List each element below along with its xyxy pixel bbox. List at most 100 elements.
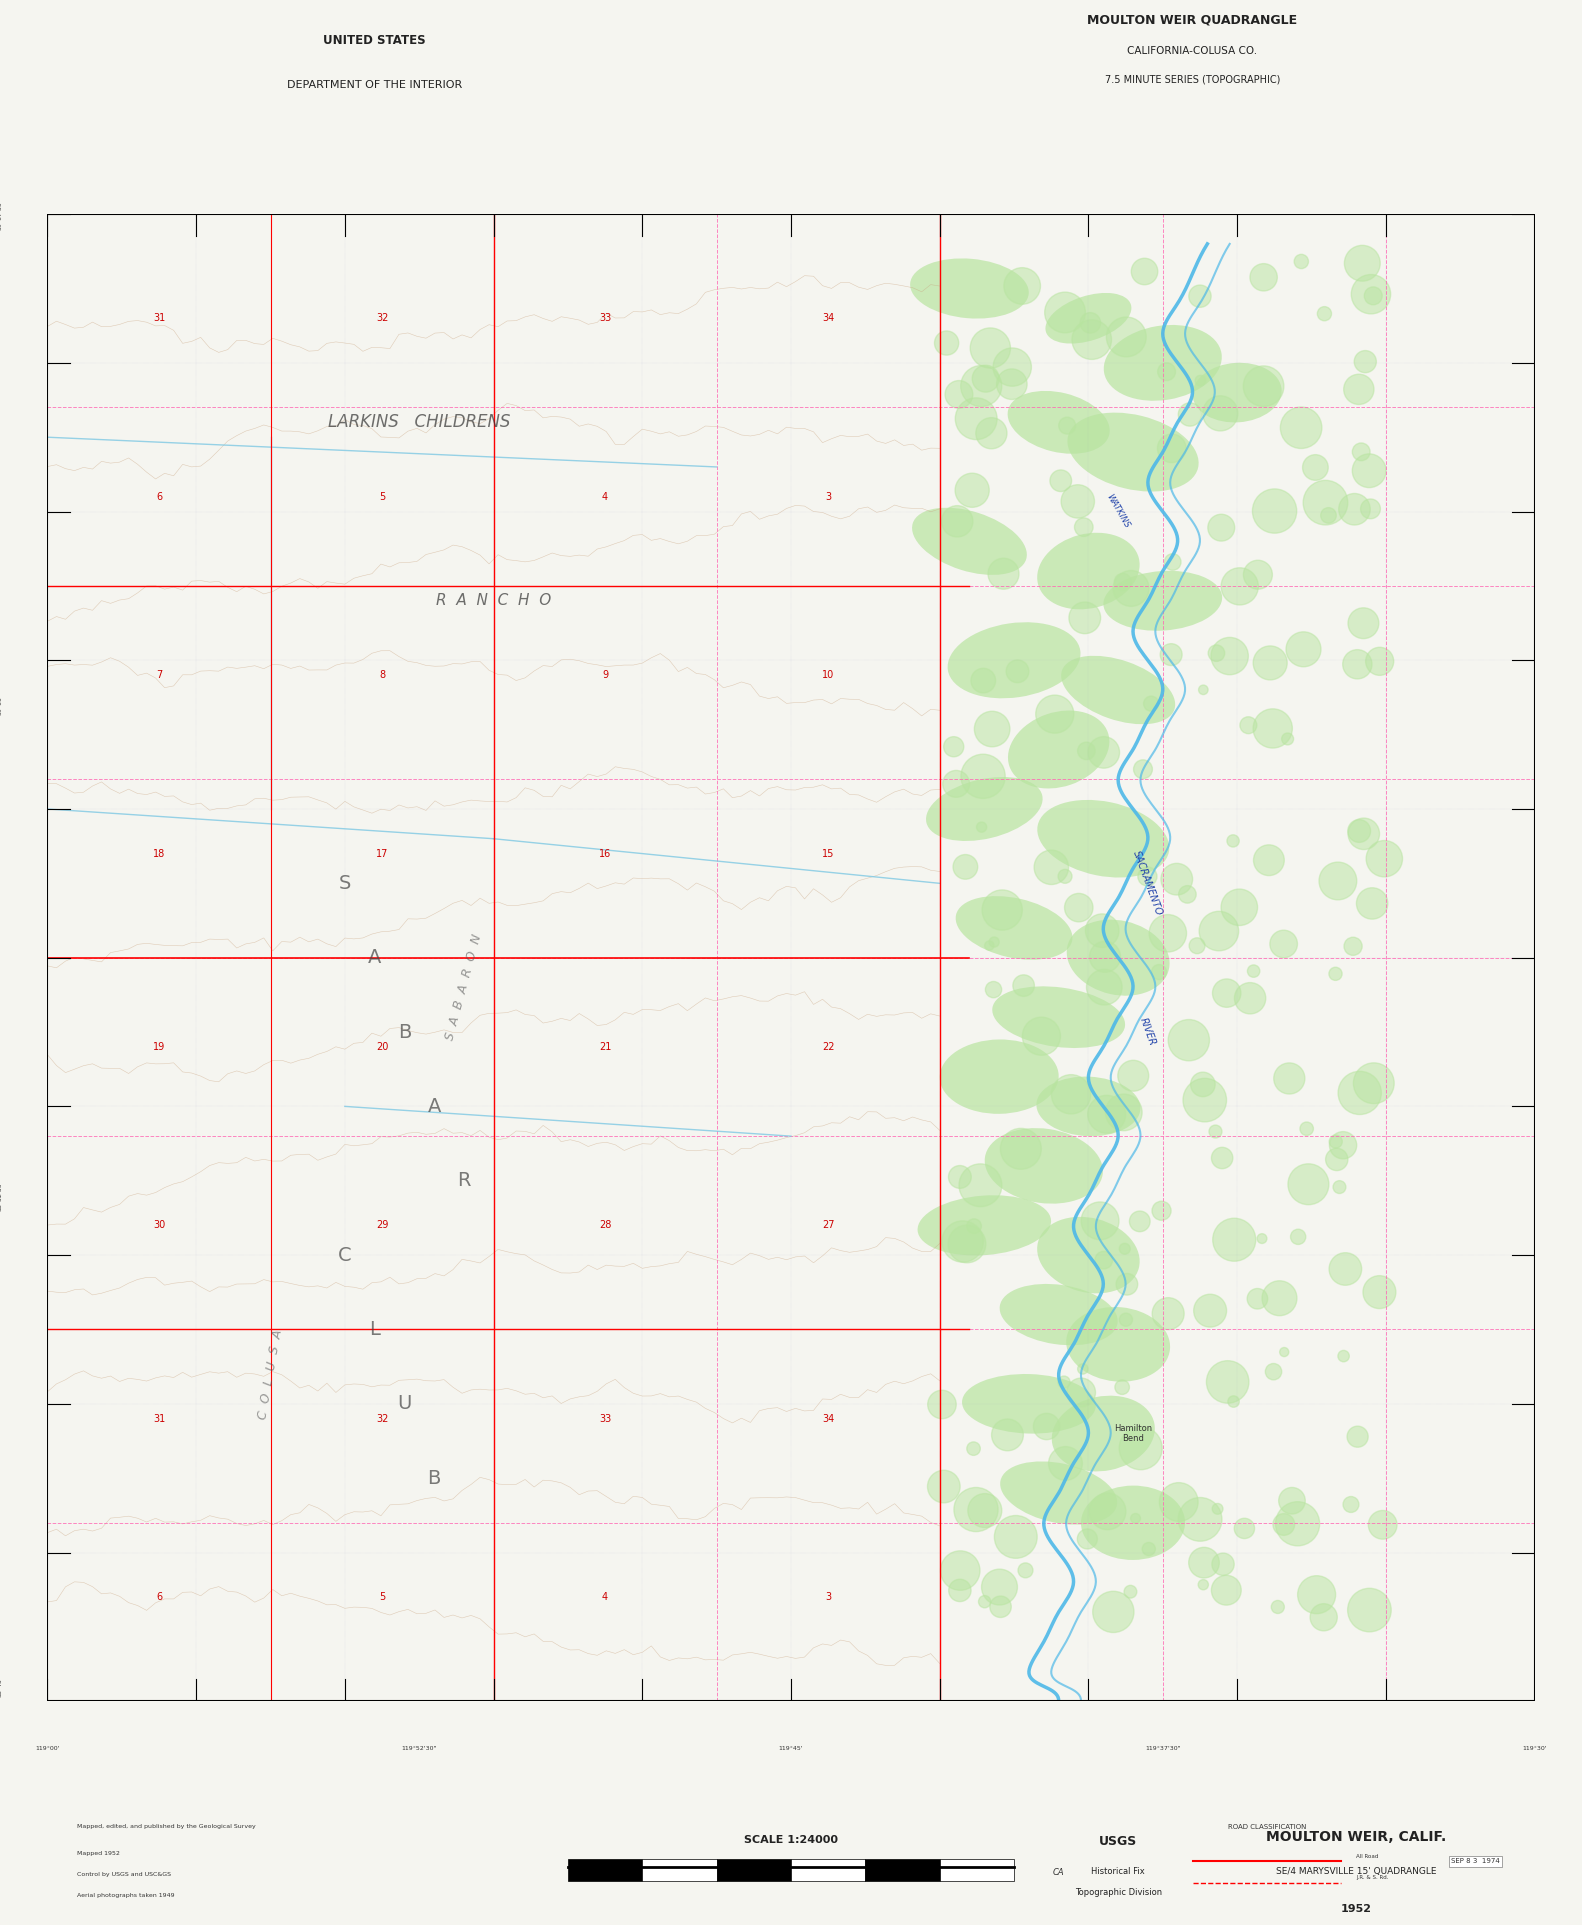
Text: Mapped, edited, and published by the Geological Survey: Mapped, edited, and published by the Geo… bbox=[78, 1825, 256, 1829]
Circle shape bbox=[979, 1596, 990, 1607]
Text: 39°00': 39°00' bbox=[0, 695, 3, 716]
Text: 32: 32 bbox=[377, 314, 388, 323]
Circle shape bbox=[984, 941, 993, 951]
Circle shape bbox=[944, 381, 973, 408]
Circle shape bbox=[1228, 835, 1239, 847]
Ellipse shape bbox=[1038, 533, 1139, 610]
Circle shape bbox=[976, 418, 1008, 449]
Circle shape bbox=[1354, 1063, 1394, 1103]
Circle shape bbox=[1194, 1294, 1226, 1326]
Circle shape bbox=[1058, 1376, 1069, 1388]
Text: 9: 9 bbox=[603, 670, 607, 680]
Text: 119°37'30": 119°37'30" bbox=[1145, 1746, 1180, 1752]
Circle shape bbox=[989, 558, 1019, 589]
Text: Hamilton
Bend: Hamilton Bend bbox=[1114, 1424, 1152, 1444]
Ellipse shape bbox=[1193, 362, 1281, 422]
Text: U: U bbox=[397, 1394, 411, 1413]
Circle shape bbox=[1179, 886, 1196, 903]
Text: L: L bbox=[369, 1321, 380, 1340]
Circle shape bbox=[949, 1165, 971, 1188]
Circle shape bbox=[1345, 937, 1362, 955]
Circle shape bbox=[1209, 1124, 1221, 1138]
Circle shape bbox=[1280, 1348, 1289, 1357]
Ellipse shape bbox=[1081, 1486, 1185, 1559]
Text: 30: 30 bbox=[153, 1220, 165, 1230]
Circle shape bbox=[1160, 643, 1182, 666]
Circle shape bbox=[1066, 1378, 1095, 1407]
Ellipse shape bbox=[1008, 391, 1109, 454]
Text: 8: 8 bbox=[380, 670, 384, 680]
Circle shape bbox=[967, 1442, 981, 1455]
Circle shape bbox=[1077, 1528, 1098, 1550]
Circle shape bbox=[986, 982, 1001, 997]
Ellipse shape bbox=[1068, 412, 1199, 491]
Circle shape bbox=[1338, 1072, 1381, 1115]
Circle shape bbox=[1114, 574, 1131, 591]
Circle shape bbox=[1310, 1604, 1337, 1630]
Circle shape bbox=[1179, 402, 1202, 425]
Circle shape bbox=[1329, 1132, 1357, 1159]
Circle shape bbox=[993, 348, 1031, 387]
Ellipse shape bbox=[910, 258, 1028, 318]
Circle shape bbox=[1207, 514, 1234, 541]
Text: 18: 18 bbox=[153, 849, 165, 859]
Circle shape bbox=[967, 1219, 981, 1234]
Text: R: R bbox=[457, 1170, 470, 1190]
Text: SACRAMENTO: SACRAMENTO bbox=[1131, 849, 1164, 916]
Circle shape bbox=[927, 1390, 956, 1419]
Circle shape bbox=[1243, 560, 1272, 589]
Circle shape bbox=[1183, 1078, 1226, 1122]
Circle shape bbox=[1012, 974, 1035, 997]
Circle shape bbox=[952, 855, 978, 880]
Text: 34: 34 bbox=[823, 1413, 834, 1424]
Ellipse shape bbox=[913, 508, 1027, 576]
Ellipse shape bbox=[948, 622, 1081, 699]
Text: 6: 6 bbox=[157, 1592, 161, 1602]
Circle shape bbox=[1364, 287, 1383, 304]
Text: 15: 15 bbox=[823, 849, 834, 859]
Circle shape bbox=[992, 1419, 1024, 1451]
Text: LARKINS   CHILDRENS: LARKINS CHILDRENS bbox=[327, 414, 511, 431]
Ellipse shape bbox=[1066, 920, 1169, 995]
Circle shape bbox=[1280, 406, 1323, 449]
Circle shape bbox=[1088, 737, 1120, 768]
Circle shape bbox=[1348, 820, 1370, 843]
Ellipse shape bbox=[925, 778, 1043, 841]
Text: B: B bbox=[427, 1469, 441, 1488]
Circle shape bbox=[1144, 697, 1158, 710]
Circle shape bbox=[1253, 845, 1285, 876]
Text: RIVER: RIVER bbox=[1137, 1016, 1158, 1047]
Circle shape bbox=[1142, 1542, 1155, 1555]
Circle shape bbox=[1262, 1280, 1297, 1315]
Ellipse shape bbox=[1038, 801, 1169, 878]
Circle shape bbox=[1304, 481, 1348, 526]
Text: SCALE 1:24000: SCALE 1:24000 bbox=[744, 1835, 838, 1844]
Circle shape bbox=[1274, 1513, 1294, 1536]
Ellipse shape bbox=[1000, 1461, 1117, 1525]
Text: 31: 31 bbox=[153, 314, 165, 323]
Circle shape bbox=[1302, 454, 1329, 481]
Text: 21: 21 bbox=[600, 1041, 611, 1051]
Text: 32: 32 bbox=[377, 1413, 388, 1424]
Circle shape bbox=[1115, 1274, 1137, 1296]
Text: 22: 22 bbox=[823, 1041, 834, 1051]
Ellipse shape bbox=[1052, 1396, 1155, 1471]
Bar bbox=[642, 1860, 717, 1881]
Circle shape bbox=[948, 1224, 986, 1263]
Circle shape bbox=[1052, 1074, 1090, 1115]
Circle shape bbox=[1329, 1136, 1342, 1147]
Circle shape bbox=[975, 710, 1009, 747]
Text: J.R. & S. Rd.: J.R. & S. Rd. bbox=[1356, 1875, 1389, 1881]
Text: 3: 3 bbox=[826, 491, 831, 502]
Text: 16: 16 bbox=[600, 849, 611, 859]
Text: Historical Fix: Historical Fix bbox=[1092, 1867, 1145, 1875]
Circle shape bbox=[1278, 1488, 1305, 1515]
Circle shape bbox=[1074, 518, 1093, 537]
Circle shape bbox=[1062, 485, 1095, 518]
Circle shape bbox=[1081, 1201, 1118, 1240]
Circle shape bbox=[1270, 930, 1297, 959]
Text: 10: 10 bbox=[823, 670, 834, 680]
Circle shape bbox=[1228, 1396, 1239, 1407]
Circle shape bbox=[1326, 1149, 1348, 1170]
Ellipse shape bbox=[992, 986, 1125, 1047]
